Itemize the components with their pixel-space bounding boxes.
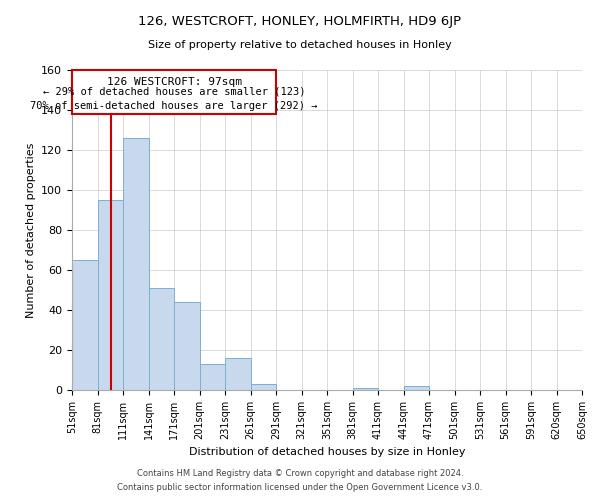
Bar	[123, 138, 149, 390]
Bar	[404, 386, 429, 390]
X-axis label: Distribution of detached houses by size in Honley: Distribution of detached houses by size …	[189, 448, 465, 458]
Bar	[174, 302, 200, 390]
Text: Contains HM Land Registry data © Crown copyright and database right 2024.: Contains HM Land Registry data © Crown c…	[137, 468, 463, 477]
Y-axis label: Number of detached properties: Number of detached properties	[26, 142, 35, 318]
Text: 126, WESTCROFT, HONLEY, HOLMFIRTH, HD9 6JP: 126, WESTCROFT, HONLEY, HOLMFIRTH, HD9 6…	[139, 15, 461, 28]
FancyBboxPatch shape	[72, 70, 276, 114]
Text: ← 29% of detached houses are smaller (123): ← 29% of detached houses are smaller (12…	[43, 86, 305, 96]
Text: Size of property relative to detached houses in Honley: Size of property relative to detached ho…	[148, 40, 452, 50]
Text: 70% of semi-detached houses are larger (292) →: 70% of semi-detached houses are larger (…	[30, 101, 318, 111]
Bar	[200, 364, 225, 390]
Bar	[149, 288, 174, 390]
Bar	[251, 384, 276, 390]
Bar	[353, 388, 378, 390]
Bar	[225, 358, 251, 390]
Bar	[72, 260, 97, 390]
Bar	[97, 200, 123, 390]
Text: Contains public sector information licensed under the Open Government Licence v3: Contains public sector information licen…	[118, 484, 482, 492]
Text: 126 WESTCROFT: 97sqm: 126 WESTCROFT: 97sqm	[107, 76, 242, 86]
